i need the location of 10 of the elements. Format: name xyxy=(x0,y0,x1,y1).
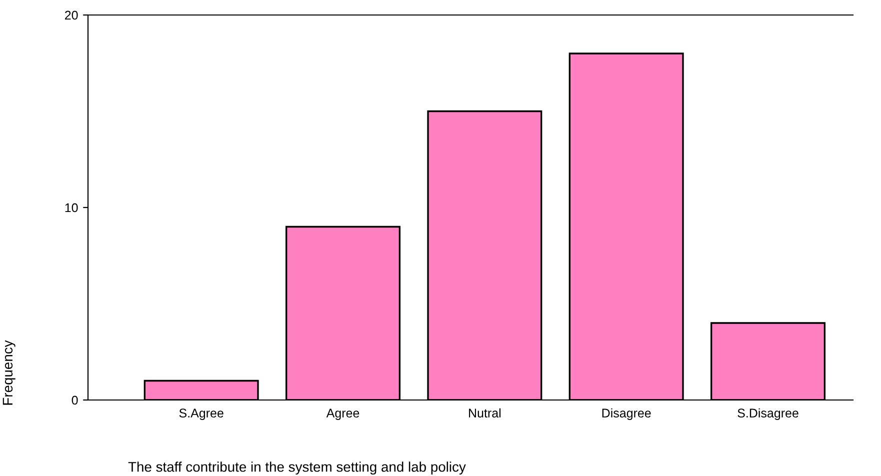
x-tick-label: Disagree xyxy=(602,408,651,420)
y-tick-label: 20 xyxy=(65,10,78,20)
x-axis-title: The staff contribute in the system setting and lab policy xyxy=(128,462,466,475)
y-axis-title: Frequency xyxy=(2,340,16,405)
x-tick-label: Nutral xyxy=(469,408,501,418)
x-tick-label: Agree xyxy=(326,408,360,420)
x-tick-label: S.Agree xyxy=(179,408,224,420)
x-tick-label: S.Disagree xyxy=(738,408,798,420)
y-tick-label: 0 xyxy=(72,396,78,405)
y-tick-label: 10 xyxy=(65,203,78,212)
